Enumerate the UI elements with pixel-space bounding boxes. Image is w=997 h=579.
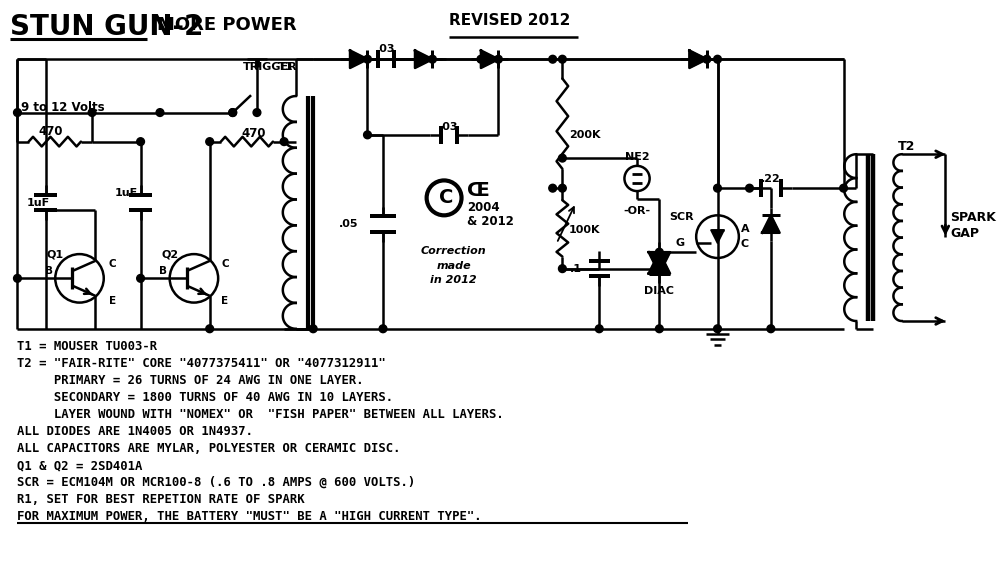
Text: C: C <box>109 259 117 269</box>
Circle shape <box>746 184 754 192</box>
Text: T1: T1 <box>278 62 294 72</box>
Circle shape <box>229 109 236 116</box>
Circle shape <box>280 138 288 145</box>
Text: DIAC: DIAC <box>644 286 674 296</box>
Text: REVISED 2012: REVISED 2012 <box>449 13 570 28</box>
Text: .05: .05 <box>339 219 359 229</box>
Text: SCR = ECM104M OR MCR100-8 (.6 TO .8 AMPS @ 600 VOLTS.): SCR = ECM104M OR MCR100-8 (.6 TO .8 AMPS… <box>18 476 416 489</box>
Circle shape <box>558 184 566 192</box>
Text: FOR MAXIMUM POWER, THE BATTERY "MUST" BE A "HIGH CURRENT TYPE".: FOR MAXIMUM POWER, THE BATTERY "MUST" BE… <box>18 510 483 523</box>
Text: 1uF: 1uF <box>115 188 138 198</box>
Text: NE2: NE2 <box>625 152 649 162</box>
Circle shape <box>655 248 663 256</box>
Polygon shape <box>649 252 670 273</box>
Circle shape <box>714 56 722 63</box>
Circle shape <box>429 56 437 63</box>
Circle shape <box>14 274 21 282</box>
Text: TRIGGER: TRIGGER <box>242 62 297 72</box>
Circle shape <box>714 184 722 192</box>
Polygon shape <box>649 252 670 273</box>
Circle shape <box>558 154 566 162</box>
Text: MORE POWER: MORE POWER <box>158 16 297 34</box>
Circle shape <box>703 56 711 63</box>
Circle shape <box>205 138 213 145</box>
Circle shape <box>137 274 145 282</box>
Text: T1 = MOUSER TU003-R: T1 = MOUSER TU003-R <box>18 340 158 353</box>
Text: 200K: 200K <box>569 130 600 140</box>
Text: .1: .1 <box>569 263 582 274</box>
Circle shape <box>205 325 213 333</box>
Circle shape <box>477 56 485 63</box>
Text: GAP: GAP <box>950 227 979 240</box>
Circle shape <box>548 184 556 192</box>
Text: A: A <box>741 224 750 234</box>
Text: .03: .03 <box>440 122 459 132</box>
Circle shape <box>548 56 556 63</box>
Text: LAYER WOUND WITH "NOMEX" OR  "FISH PAPER" BETWEEN ALL LAYERS.: LAYER WOUND WITH "NOMEX" OR "FISH PAPER"… <box>18 408 504 422</box>
Text: .03: .03 <box>376 43 396 54</box>
Text: SPARK: SPARK <box>950 211 996 223</box>
Text: 470: 470 <box>242 127 266 140</box>
Text: T2: T2 <box>898 140 915 153</box>
Polygon shape <box>689 50 707 68</box>
Text: C: C <box>221 259 228 269</box>
Circle shape <box>309 325 317 333</box>
Circle shape <box>364 131 371 139</box>
Circle shape <box>14 109 21 116</box>
Text: C: C <box>439 188 454 207</box>
Circle shape <box>137 138 145 145</box>
Text: in 2012: in 2012 <box>431 275 478 285</box>
Polygon shape <box>711 230 724 243</box>
Text: R1, SET FOR BEST REPETION RATE OF SPARK: R1, SET FOR BEST REPETION RATE OF SPARK <box>18 493 305 506</box>
Circle shape <box>655 265 663 273</box>
Text: Q1 & Q2 = 2SD401A: Q1 & Q2 = 2SD401A <box>18 459 143 472</box>
Circle shape <box>558 265 566 273</box>
Circle shape <box>839 184 847 192</box>
Text: Correction: Correction <box>421 246 487 256</box>
Circle shape <box>379 325 387 333</box>
Text: & 2012: & 2012 <box>468 215 514 228</box>
Text: made: made <box>437 261 472 271</box>
Circle shape <box>157 109 164 116</box>
Text: B: B <box>159 266 166 276</box>
Text: E: E <box>221 296 228 306</box>
Text: T2 = "FAIR-RITE" CORE "4077375411" OR "4077312911": T2 = "FAIR-RITE" CORE "4077375411" OR "4… <box>18 357 386 371</box>
Polygon shape <box>350 50 368 68</box>
Polygon shape <box>481 50 498 68</box>
Circle shape <box>495 56 502 63</box>
Text: C: C <box>741 239 749 250</box>
Polygon shape <box>762 215 780 233</box>
Text: 470: 470 <box>38 125 63 138</box>
Circle shape <box>229 109 236 116</box>
Text: 1uF: 1uF <box>27 197 50 208</box>
Text: ALL CAPACITORS ARE MYLAR, POLYESTER OR CERAMIC DISC.: ALL CAPACITORS ARE MYLAR, POLYESTER OR C… <box>18 442 401 455</box>
Circle shape <box>558 56 566 63</box>
Text: -OR-: -OR- <box>623 206 651 215</box>
Text: SCR: SCR <box>670 212 694 222</box>
Text: PRIMARY = 26 TURNS OF 24 AWG IN ONE LAYER.: PRIMARY = 26 TURNS OF 24 AWG IN ONE LAYE… <box>18 375 364 387</box>
Text: E: E <box>109 296 116 306</box>
Circle shape <box>253 109 261 116</box>
Text: STUN GUN-2: STUN GUN-2 <box>10 13 203 41</box>
Circle shape <box>767 325 775 333</box>
Circle shape <box>714 325 722 333</box>
Text: 2004: 2004 <box>468 201 499 214</box>
Text: SECONDARY = 1800 TURNS OF 40 AWG IN 10 LAYERS.: SECONDARY = 1800 TURNS OF 40 AWG IN 10 L… <box>18 391 394 404</box>
Text: Q2: Q2 <box>162 250 178 259</box>
Text: 100K: 100K <box>569 225 600 235</box>
Text: Œ: Œ <box>468 181 491 200</box>
Text: G: G <box>675 239 685 248</box>
Text: .22: .22 <box>761 174 781 184</box>
Circle shape <box>595 325 603 333</box>
Text: Q1: Q1 <box>47 250 64 259</box>
Circle shape <box>89 109 96 116</box>
Circle shape <box>655 325 663 333</box>
Text: 9 to 12 Volts: 9 to 12 Volts <box>21 101 105 114</box>
Text: B: B <box>45 266 53 276</box>
Circle shape <box>364 56 371 63</box>
Text: ALL DIODES ARE 1N4005 OR 1N4937.: ALL DIODES ARE 1N4005 OR 1N4937. <box>18 425 253 438</box>
Polygon shape <box>415 50 433 68</box>
